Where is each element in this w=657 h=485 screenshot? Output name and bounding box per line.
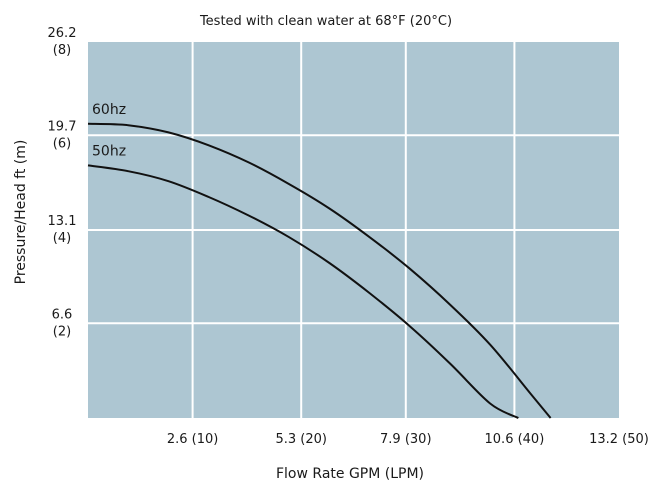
- y-tick-labels: 6.6 (2) 13.1 (4) 19.7 (6) 26.2 (8): [48, 26, 77, 339]
- series-labels: 60hz 50hz: [92, 102, 126, 160]
- y-tick-unit-2: (6): [53, 136, 71, 151]
- y-tick-unit-0: (2): [53, 324, 71, 339]
- grid-lines: [88, 42, 619, 418]
- y-tick-label-2: 19.7: [48, 119, 77, 134]
- y-tick-unit-1: (4): [53, 231, 71, 246]
- chart-title: Tested with clean water at 68°F (20°C): [199, 14, 452, 29]
- series-line-50hz: [87, 164, 519, 419]
- x-tick-label-4: 13.2 (50): [589, 432, 649, 447]
- x-tick-label-1: 5.3 (20): [275, 432, 327, 447]
- series-line-60hz: [87, 122, 552, 419]
- y-tick-label-0: 6.6: [52, 307, 73, 322]
- y-axis-label: Pressure/Head ft (m): [13, 140, 29, 285]
- x-tick-labels: 2.6 (10) 5.3 (20) 7.9 (30) 10.6 (40) 13.2 (5…: [167, 432, 649, 447]
- series-label-60hz: 60hz: [92, 102, 126, 118]
- x-tick-label-0: 2.6 (10): [167, 432, 219, 447]
- series-lines: [87, 122, 552, 419]
- series-label-50hz: 50hz: [92, 143, 126, 159]
- x-axis-label: Flow Rate GPM (LPM): [276, 466, 424, 482]
- y-tick-label-3: 26.2: [48, 26, 77, 41]
- y-tick-unit-3: (8): [53, 43, 71, 58]
- x-tick-label-3: 10.6 (40): [485, 432, 545, 447]
- x-tick-label-2: 7.9 (30): [380, 432, 432, 447]
- y-tick-label-1: 13.1: [48, 214, 77, 229]
